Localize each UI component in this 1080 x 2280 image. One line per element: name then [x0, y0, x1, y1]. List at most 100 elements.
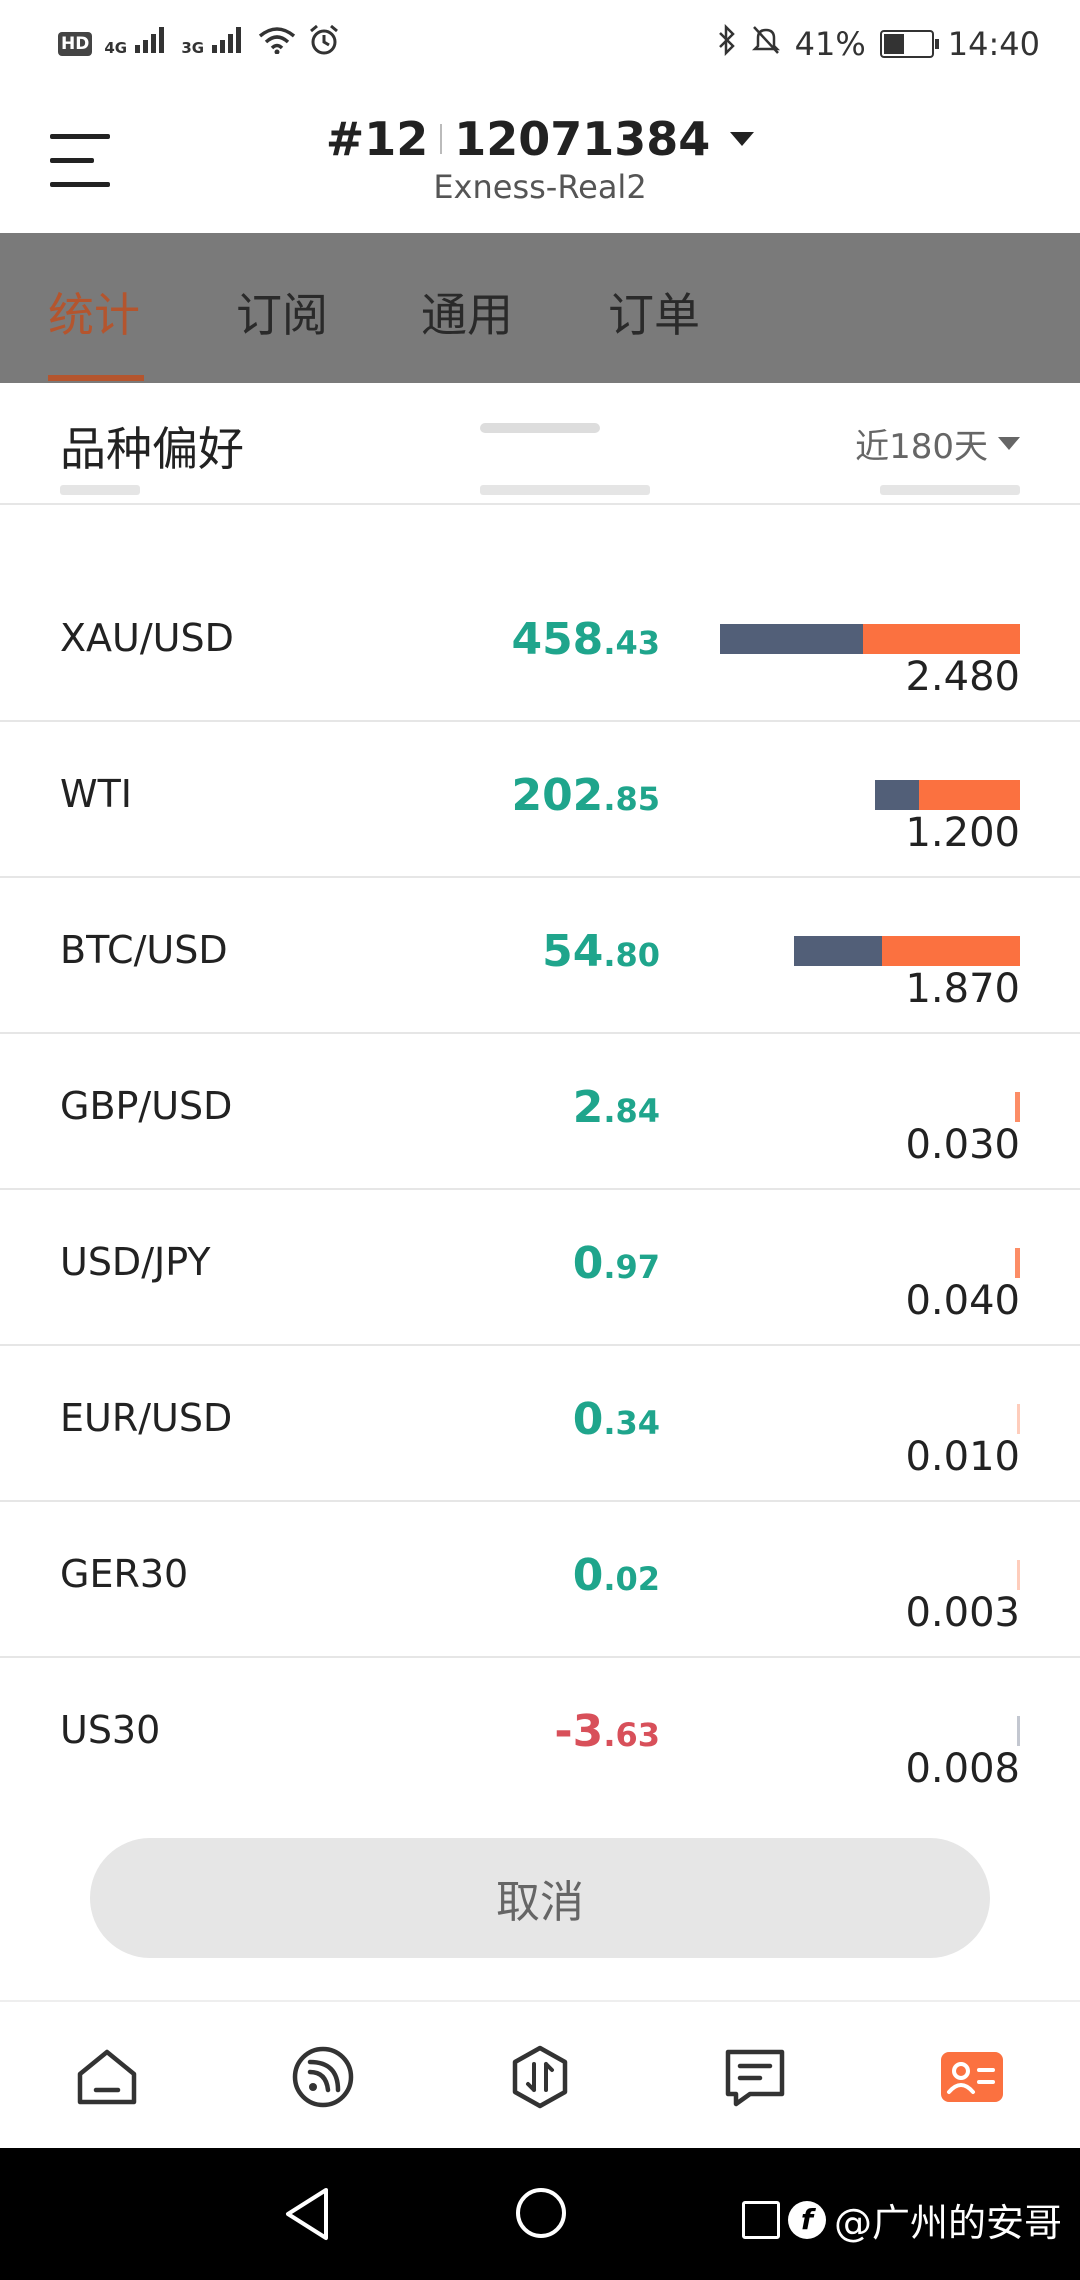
profit-integer: 2: [572, 1082, 604, 1133]
status-left: HD 4G 3G: [58, 24, 340, 63]
bottom-navigation: [0, 2000, 1080, 2150]
symbol-row[interactable]: XAU/USD 458.43 2.480: [0, 566, 1080, 722]
tab-subscription[interactable]: 订阅: [236, 288, 328, 342]
symbol-list[interactable]: XAU/USD 458.43 2.480 WTI 202.85 1.200 BTC/USD 5…: [0, 566, 1080, 1791]
volume-bar-buy: [1017, 1560, 1020, 1590]
period-selector[interactable]: 近180天: [855, 419, 1020, 468]
volume-bar-sell: [720, 624, 863, 654]
profit-value: 0.02: [573, 1550, 660, 1601]
tab-general[interactable]: 通用: [421, 288, 513, 342]
signal-icon: 4G: [104, 27, 169, 60]
symbol-row[interactable]: WTI 202.85 1.200: [0, 722, 1080, 878]
volume-bar: [875, 780, 1020, 810]
volume-bar-buy: [862, 624, 1020, 654]
chevron-down-icon: [998, 437, 1020, 450]
profit-decimal: .84: [603, 1092, 660, 1130]
symbol-name: USD/JPY: [60, 1240, 211, 1284]
volume-bar: [1015, 1248, 1020, 1278]
system-navigation-bar: f @广州的安哥: [0, 2148, 1080, 2280]
volume-bar: [794, 936, 1020, 966]
hd-badge: HD: [58, 31, 93, 56]
symbol-name: WTI: [60, 772, 132, 816]
watermark: f @广州的安哥: [741, 2192, 1062, 2247]
symbol-row[interactable]: GBP/USD 2.84 0.030: [0, 1034, 1080, 1190]
profit-integer: -3: [554, 1706, 604, 1757]
volume-bar: [1017, 1716, 1020, 1746]
volume-value: 1.200: [905, 810, 1020, 856]
wifi-icon: [258, 26, 296, 61]
network-3g-label: 3G: [181, 39, 205, 57]
profit-value: 2.84: [573, 1082, 660, 1133]
clock: 14:40: [947, 25, 1040, 63]
symbol-name: GBP/USD: [60, 1084, 233, 1128]
sheet-title: 品种偏好: [60, 422, 244, 476]
volume-value: 0.040: [905, 1278, 1020, 1324]
volume-bar-sell: [875, 780, 919, 810]
watermark-text: @广州的安哥: [833, 2201, 1062, 2245]
volume-value: 0.030: [905, 1122, 1020, 1168]
status-right: 41% 14:40: [717, 23, 1040, 64]
profit-decimal: .02: [603, 1560, 660, 1598]
volume-bar-buy: [918, 780, 1020, 810]
volume-bar: [1017, 1404, 1020, 1434]
drag-handle[interactable]: [480, 423, 600, 433]
profit-value: 54.80: [542, 926, 660, 977]
symbol-row[interactable]: US30 -3.63 0.008: [0, 1658, 1080, 1791]
volume-value: 1.870: [905, 966, 1020, 1012]
alarm-icon: [308, 24, 340, 63]
account-selector[interactable]: #12 12071384 Exness-Real2: [0, 112, 1080, 206]
bluetooth-icon: [717, 23, 737, 64]
symbol-row[interactable]: EUR/USD 0.34 0.010: [0, 1346, 1080, 1502]
account-divider: [440, 124, 443, 154]
symbol-name: US30: [60, 1708, 161, 1752]
profit-decimal: .63: [603, 1716, 660, 1754]
tab-statistics[interactable]: 统计: [48, 288, 140, 342]
volume-bar-buy: [1015, 1248, 1020, 1278]
volume-bar: [1015, 1092, 1020, 1122]
profit-value: 202.85: [511, 770, 660, 821]
tab-bar: 统计 订阅 通用 订单: [0, 233, 1080, 383]
account-prefix: #12: [325, 112, 429, 166]
partial-header-row: [0, 485, 1080, 497]
symbol-row[interactable]: GER30 0.02 0.003: [0, 1502, 1080, 1658]
volume-value: 0.010: [905, 1434, 1020, 1480]
account-line[interactable]: #12 12071384: [326, 112, 755, 166]
trade-icon[interactable]: [507, 2044, 573, 2110]
volume-bar-sell: [794, 936, 883, 966]
battery-icon: [879, 30, 939, 58]
profit-decimal: .80: [603, 936, 660, 974]
chevron-down-icon[interactable]: [730, 132, 755, 146]
symbol-preference-sheet: 品种偏好 近180天 XAU/USD 458.43 2.480 WTI 202.85 1.…: [0, 383, 1080, 2000]
active-tab-indicator: [48, 375, 144, 381]
profit-integer: 0: [572, 1550, 604, 1601]
recents-square-icon[interactable]: [741, 2200, 780, 2239]
network-4g-label: 4G: [104, 39, 128, 57]
volume-bar-buy: [882, 936, 1020, 966]
symbol-row[interactable]: USD/JPY 0.97 0.040: [0, 1190, 1080, 1346]
profit-decimal: .97: [603, 1248, 660, 1286]
profit-decimal: .34: [603, 1404, 660, 1442]
back-icon[interactable]: [282, 2186, 332, 2246]
home-icon[interactable]: [74, 2044, 140, 2110]
profit-integer: 458: [511, 614, 604, 665]
volume-value: 0.008: [905, 1746, 1020, 1791]
message-icon[interactable]: [722, 2044, 788, 2110]
profit-value: 458.43: [511, 614, 660, 665]
profile-card-icon[interactable]: [939, 2044, 1005, 2110]
symbol-name: GER30: [60, 1552, 189, 1596]
cancel-button[interactable]: 取消: [90, 1838, 990, 1958]
period-label: 近180天: [855, 427, 988, 467]
hamburger-menu-icon[interactable]: [50, 134, 110, 187]
tab-orders[interactable]: 订单: [608, 288, 700, 342]
mute-bell-icon: [751, 24, 781, 64]
symbol-row[interactable]: BTC/USD 54.80 1.870: [0, 878, 1080, 1034]
home-circle-icon[interactable]: [514, 2186, 568, 2244]
signal-icon[interactable]: [290, 2044, 356, 2110]
symbol-name: XAU/USD: [60, 616, 234, 660]
symbol-name: BTC/USD: [60, 928, 228, 972]
profit-value: 0.97: [573, 1238, 660, 1289]
profit-value: 0.34: [573, 1394, 660, 1445]
profit-decimal: .43: [603, 624, 660, 662]
profit-integer: 202: [511, 770, 604, 821]
volume-bar-sell: [1017, 1716, 1020, 1746]
